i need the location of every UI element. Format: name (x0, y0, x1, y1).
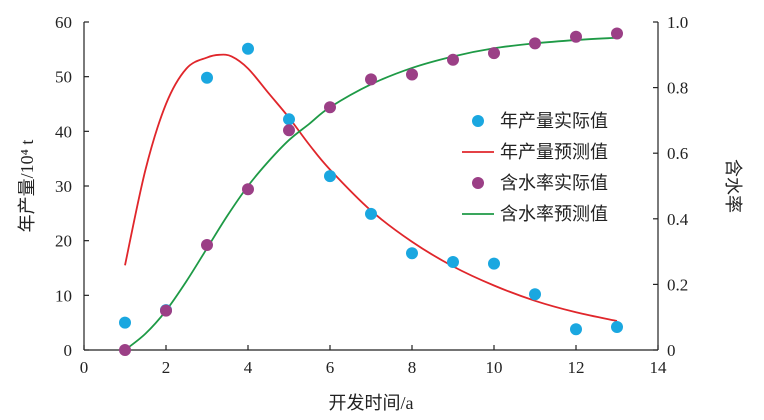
x-tick-label: 4 (244, 358, 253, 377)
data-point-0 (406, 247, 418, 260)
data-point-0 (201, 71, 213, 84)
legend-marker-2 (472, 177, 484, 189)
data-point-0 (529, 288, 541, 301)
legend-label-0: 年产量实际值 (500, 111, 608, 131)
y2-tick-label: 0.2 (667, 275, 688, 294)
data-point-0 (488, 257, 500, 270)
x-axis-title: 开发时间/a (329, 393, 414, 413)
y2-tick-label: 1.0 (667, 13, 688, 32)
x-tick-label: 12 (568, 358, 585, 377)
y-tick-label: 60 (55, 13, 72, 32)
data-point-0 (242, 42, 254, 55)
x-tick-label: 2 (162, 358, 171, 377)
data-point-2 (570, 30, 582, 43)
x-tick-label: 14 (650, 358, 668, 377)
data-point-2 (201, 239, 213, 252)
y2-tick-label: 0 (667, 341, 676, 360)
y-tick-label: 20 (55, 232, 72, 251)
data-point-2 (406, 68, 418, 81)
legend-label-3: 含水率预测值 (500, 204, 608, 224)
data-point-2 (447, 53, 459, 66)
data-point-0 (570, 323, 582, 336)
marks-group (119, 27, 623, 356)
data-point-0 (324, 170, 336, 183)
data-point-0 (119, 316, 131, 329)
x-tick-label: 8 (408, 358, 417, 377)
y2-tick-label: 0.4 (667, 210, 689, 229)
y-tick-label: 0 (64, 341, 73, 360)
legend-marker-0 (472, 115, 484, 127)
x-tick-label: 10 (486, 358, 503, 377)
data-point-2 (365, 73, 377, 86)
series-line-3 (124, 36, 618, 351)
x-tick-label: 0 (80, 358, 89, 377)
data-point-2 (529, 37, 541, 50)
data-point-2 (242, 183, 254, 196)
y2-axis-title: 含水率 (723, 159, 743, 213)
y-tick-label: 40 (55, 122, 72, 141)
data-point-0 (447, 255, 459, 268)
y-tick-label: 30 (55, 177, 72, 196)
data-point-2 (119, 344, 131, 356)
data-point-2 (611, 27, 623, 40)
data-point-2 (283, 124, 295, 137)
y-axis-title: 年产量/10⁴ t (17, 140, 37, 233)
y-tick-label: 10 (55, 286, 72, 305)
y2-tick-label: 0.8 (667, 79, 688, 98)
data-point-0 (283, 113, 295, 126)
y-tick-label: 50 (55, 68, 72, 87)
legend-label-2: 含水率实际值 (500, 173, 608, 193)
data-point-2 (324, 101, 336, 114)
data-point-0 (365, 207, 377, 220)
legend-label-1: 年产量预测值 (500, 142, 608, 162)
data-point-0 (611, 321, 623, 334)
data-point-2 (160, 304, 172, 317)
data-point-2 (488, 47, 500, 60)
y2-tick-label: 0.6 (667, 144, 688, 163)
x-tick-label: 6 (326, 358, 335, 377)
